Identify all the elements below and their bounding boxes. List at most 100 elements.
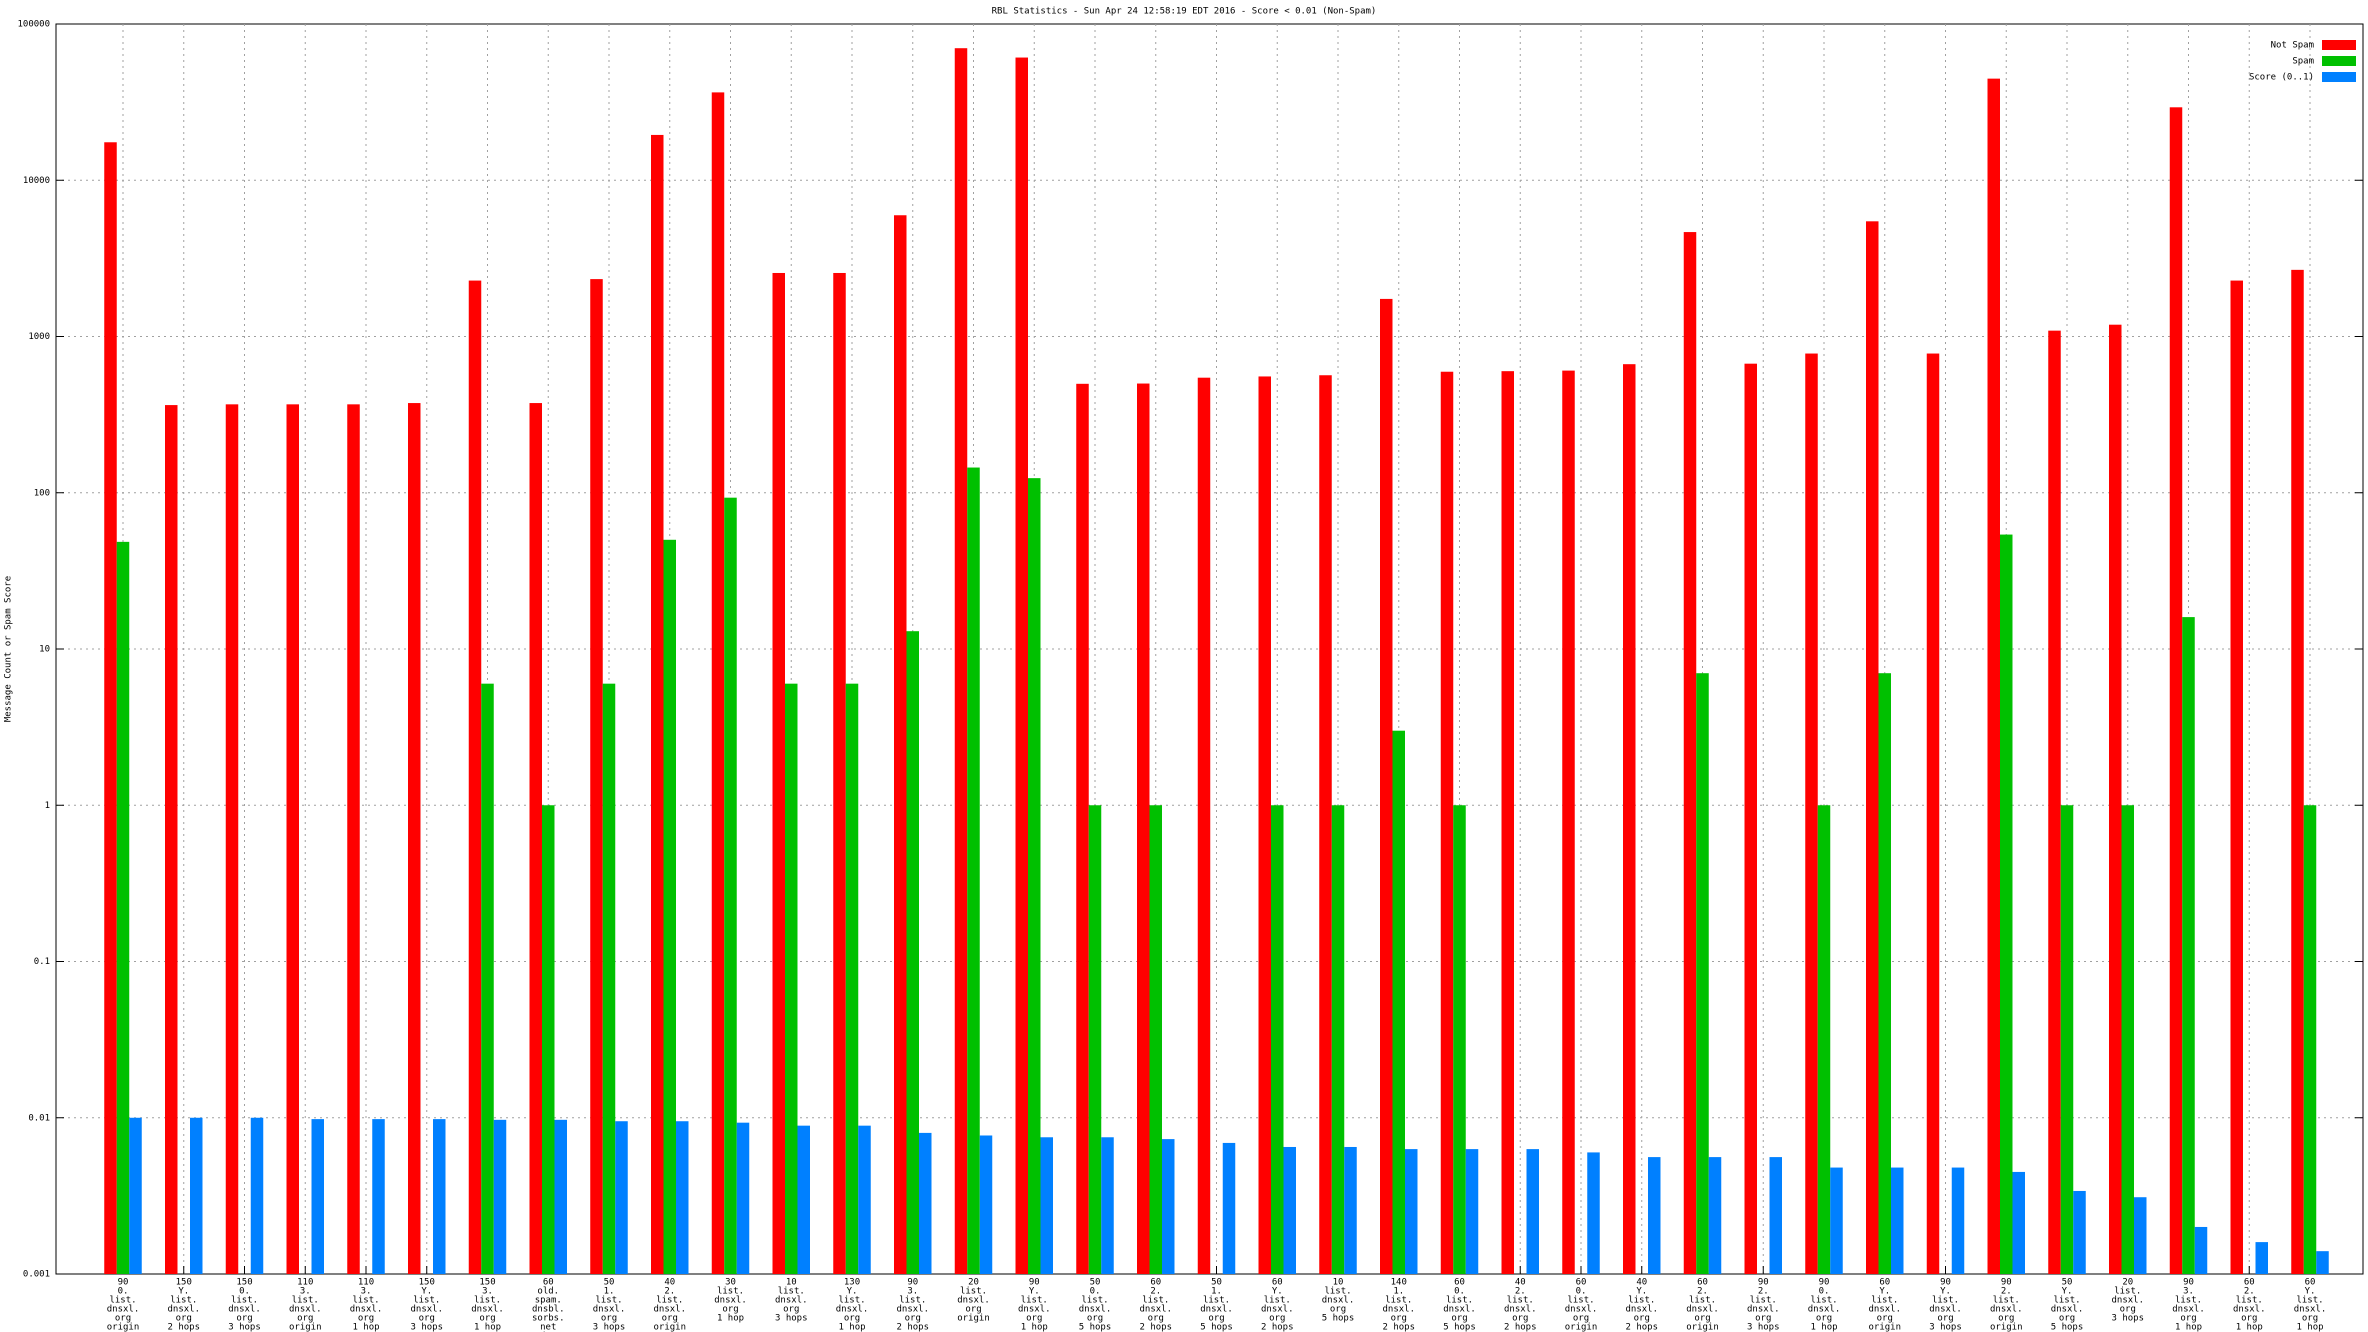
x-tick-label: 1 hop	[2236, 1323, 2263, 1332]
x-tick-label: 3.	[300, 1287, 311, 1297]
legend-label: Spam	[2292, 57, 2314, 67]
y-tick-label: 10	[39, 645, 50, 655]
x-tick-label: 3 hops	[2111, 1314, 2144, 1324]
x-tick-label: 1 hop	[717, 1314, 744, 1324]
x-tick-label: 0.	[1576, 1287, 1587, 1297]
x-tick-label: dnsxl.	[1200, 1305, 1233, 1315]
x-tick-label: org	[1451, 1314, 1467, 1324]
x-tick-label: org	[236, 1314, 252, 1324]
x-tick-label: 110	[297, 1278, 313, 1288]
bar	[1076, 383, 1089, 1274]
x-tick-label: origin	[289, 1323, 322, 1332]
x-tick-label: list.	[1507, 1296, 1534, 1306]
bar	[1149, 805, 1162, 1274]
x-tick-label: 1.	[604, 1287, 615, 1297]
x-tick-label: 40	[1515, 1278, 1526, 1288]
bar	[651, 134, 664, 1274]
bar	[2316, 1251, 2329, 1274]
bar	[1891, 1167, 1904, 1274]
x-tick-label: org	[1391, 1314, 1407, 1324]
bar	[1866, 221, 1879, 1275]
x-tick-label: list.	[2053, 1296, 2080, 1306]
y-tick-label: 0.01	[28, 1113, 50, 1123]
x-tick-label: list.	[1871, 1296, 1898, 1306]
bar	[1015, 57, 1028, 1274]
x-tick-label: list.	[1567, 1296, 1594, 1306]
x-tick-label: 2 hops	[1261, 1323, 1294, 1332]
bar	[1028, 478, 1041, 1275]
x-tick-label: dnsxl.	[714, 1296, 747, 1306]
y-tick-label: 1	[45, 801, 50, 811]
bar	[2048, 330, 2061, 1274]
x-tick-label: list.	[1689, 1296, 1716, 1306]
bar	[1696, 673, 1709, 1274]
x-tick-label: list.	[2175, 1296, 2202, 1306]
x-tick-label: 1 hop	[838, 1323, 865, 1332]
legend-label: Not Spam	[2271, 41, 2314, 51]
bar	[1101, 1137, 1114, 1274]
x-tick-label: org	[479, 1314, 495, 1324]
bar	[408, 403, 421, 1274]
x-tick-label: dnsxl.	[2233, 1305, 2266, 1315]
x-tick-label: dnsxl.	[2172, 1305, 2205, 1315]
x-tick-label: org	[1087, 1314, 1103, 1324]
bar	[311, 1119, 324, 1274]
bar	[2182, 617, 2195, 1274]
x-tick-label: 90	[1819, 1278, 1830, 1288]
x-tick-label: 140	[1391, 1278, 1407, 1288]
x-tick-label: 3.	[2183, 1287, 2194, 1297]
x-tick-label: 1 hop	[1021, 1323, 1048, 1332]
x-tick-label: 90	[2001, 1278, 2012, 1288]
x-tick-label: org	[2302, 1314, 2318, 1324]
x-tick-label: Y.	[2305, 1287, 2316, 1297]
x-tick-label: 130	[844, 1278, 860, 1288]
x-tick-label: 1 hop	[352, 1323, 379, 1332]
x-tick-label: 1.	[1393, 1287, 1404, 1297]
x-tick-label: 10	[786, 1278, 797, 1288]
x-tick-label: list.	[717, 1287, 744, 1297]
x-tick-label: 3 hops	[228, 1323, 261, 1332]
x-tick-label: dnsbl.	[532, 1305, 565, 1315]
bar	[542, 805, 555, 1274]
x-tick-label: 5 hops	[1200, 1323, 1233, 1332]
x-tick-label: 0.	[239, 1287, 250, 1297]
bar	[954, 48, 968, 1275]
x-tick-label: org	[1816, 1314, 1832, 1324]
bar	[1405, 1149, 1418, 1274]
x-tick-label: dnsxl.	[1504, 1305, 1537, 1315]
legend-swatch	[2322, 72, 2356, 82]
x-tick-label: 60	[1272, 1278, 1283, 1288]
bar	[493, 1119, 507, 1274]
x-tick-label: dnsxl.	[471, 1305, 504, 1315]
y-tick-label: 0.001	[23, 1270, 50, 1280]
x-tick-label: list.	[352, 1296, 379, 1306]
bar	[1137, 383, 1150, 1274]
bar	[2169, 107, 2183, 1275]
x-tick-label: 3 hops	[1747, 1323, 1780, 1332]
x-tick-label: dnsxl.	[1625, 1305, 1658, 1315]
x-tick-label: 5 hops	[1079, 1323, 1112, 1332]
x-tick-label: 3 hops	[1929, 1323, 1962, 1332]
bar	[1987, 78, 2000, 1275]
bar	[129, 1117, 142, 1274]
bar	[772, 272, 785, 1274]
x-tick-label: list.	[170, 1296, 197, 1306]
x-tick-label: origin	[957, 1314, 990, 1324]
x-tick-label: dnsxl.	[1565, 1305, 1598, 1315]
x-tick-label: dnsxl.	[1382, 1305, 1415, 1315]
x-tick-label: list.	[474, 1296, 501, 1306]
x-tick-label: 0.	[118, 1287, 129, 1297]
x-tick-label: list.	[109, 1296, 136, 1306]
x-tick-label: org	[2241, 1314, 2257, 1324]
x-tick-label: dnsxl.	[1929, 1305, 1962, 1315]
x-tick-label: Y.	[1940, 1287, 1951, 1297]
x-tick-label: 50	[2062, 1278, 2073, 1288]
bar	[1465, 1149, 1479, 1274]
x-tick-label: list.	[1932, 1296, 1959, 1306]
bar	[1162, 1139, 1175, 1274]
bar	[858, 1125, 871, 1274]
x-tick-label: org	[2180, 1314, 2196, 1324]
x-tick-label: org	[419, 1314, 435, 1324]
x-tick-label: net	[540, 1323, 556, 1332]
x-tick-label: Y.	[1272, 1287, 1283, 1297]
